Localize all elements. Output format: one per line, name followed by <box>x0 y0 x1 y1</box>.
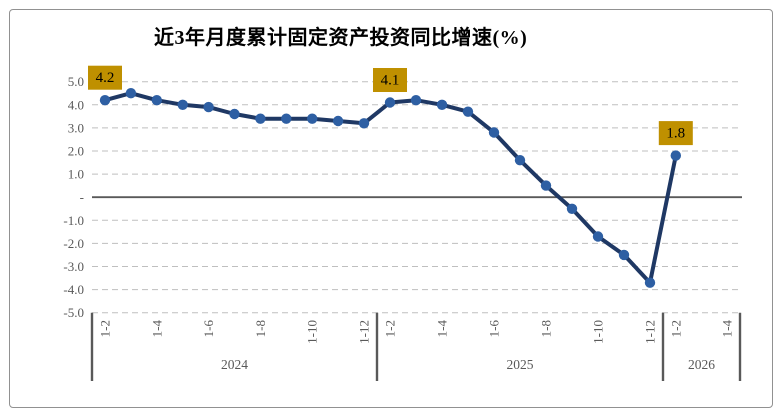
data-point <box>332 115 344 127</box>
data-label-box <box>88 65 122 90</box>
data-label-text: 4.1 <box>381 73 400 89</box>
data-point <box>618 249 630 261</box>
data-label-text: 4.2 <box>96 70 115 86</box>
data-point <box>540 180 552 191</box>
data-point <box>281 113 292 124</box>
x-tick-label: 1-8 <box>539 320 554 337</box>
x-tick-label: 1-4 <box>435 320 450 338</box>
x-tick-label: 1-12 <box>643 320 658 344</box>
y-tick-label: - <box>80 190 84 205</box>
x-tick-label: 1-10 <box>591 320 606 344</box>
data-point <box>255 113 266 124</box>
data-point <box>462 106 474 117</box>
data-label-box <box>373 68 407 92</box>
data-point <box>99 95 111 106</box>
y-tick-label: 5.0 <box>68 74 84 89</box>
data-point <box>125 88 137 99</box>
data-point <box>203 101 214 113</box>
year-label: 2026 <box>688 357 715 372</box>
y-tick-label: 1.0 <box>68 167 84 182</box>
year-label: 2025 <box>507 357 534 372</box>
x-tick-label: 1-6 <box>201 320 216 338</box>
x-tick-label: 1-6 <box>487 320 502 338</box>
data-point <box>566 203 578 214</box>
data-point <box>307 113 318 124</box>
y-tick-label: 3.0 <box>68 120 84 135</box>
x-tick-label: 1-8 <box>253 320 268 337</box>
x-tick-label: 1-4 <box>720 320 735 338</box>
x-tick-label: 1-10 <box>305 320 320 344</box>
data-point <box>436 99 448 111</box>
x-tick-label: 1-12 <box>357 320 372 344</box>
year-label: 2024 <box>221 357 248 372</box>
x-tick-label: 1-2 <box>668 320 683 337</box>
y-tick-label: -3.0 <box>63 259 84 274</box>
data-point <box>177 99 188 111</box>
y-tick-label: -2.0 <box>63 236 84 251</box>
series-line <box>103 91 678 285</box>
y-tick-label: -1.0 <box>63 213 84 228</box>
x-tick-label: 1-2 <box>97 320 112 337</box>
y-tick-label: -4.0 <box>63 282 84 297</box>
y-tick-label: 4.0 <box>68 97 84 112</box>
data-point <box>514 155 526 166</box>
data-point <box>151 95 162 106</box>
data-point <box>592 231 604 242</box>
data-label-text: 1.8 <box>666 126 685 142</box>
data-point <box>644 277 656 288</box>
data-point <box>670 150 681 161</box>
y-tick-label: 2.0 <box>68 144 84 159</box>
x-tick-label: 1-2 <box>383 320 398 337</box>
chart-title: 近3年月度累计固定资产投资同比增速(%) <box>154 27 528 49</box>
y-tick-label: -5.0 <box>63 305 84 320</box>
data-point <box>410 95 422 106</box>
data-label-box <box>658 121 693 146</box>
data-point <box>358 118 370 129</box>
x-tick-label: 1-4 <box>149 320 164 338</box>
data-point <box>229 108 240 120</box>
data-point <box>384 97 396 108</box>
data-point <box>488 127 500 138</box>
